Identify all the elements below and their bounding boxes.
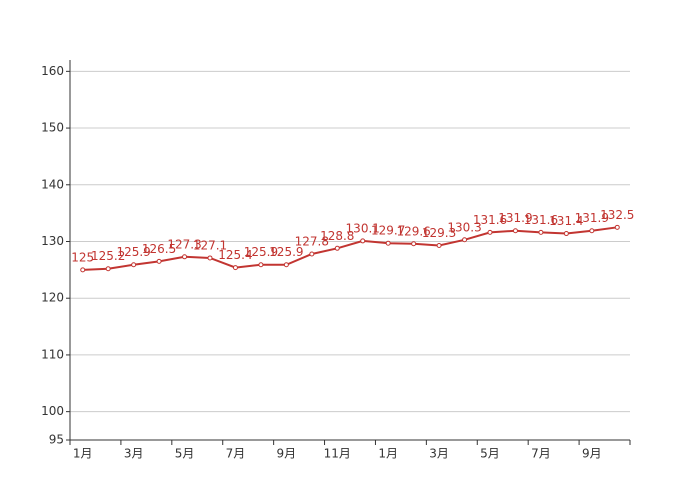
value-label: 125.4 — [218, 248, 252, 262]
value-label: 129.7 — [371, 224, 405, 238]
value-label: 128.8 — [320, 229, 354, 243]
value-label: 127.1 — [193, 238, 227, 252]
point — [258, 262, 264, 268]
value-label: 125 — [71, 250, 94, 264]
point — [614, 224, 620, 230]
value-label: 130.1 — [346, 221, 380, 235]
value-label: 125.9 — [244, 245, 278, 259]
value-label: 129.6 — [396, 224, 430, 238]
point — [462, 237, 468, 243]
value-label: 127.8 — [295, 234, 329, 248]
y-tick-label: 120 — [41, 291, 64, 305]
point — [232, 265, 238, 271]
value-label: 125.9 — [269, 245, 303, 259]
point — [283, 262, 289, 268]
value-label: 131.4 — [549, 214, 583, 228]
y-tick-label: 160 — [41, 64, 64, 78]
x-tick-label: 5月 — [175, 447, 195, 461]
value-label: 129.3 — [422, 226, 456, 240]
point — [80, 267, 86, 273]
x-tick-label: 5月 — [480, 447, 500, 461]
point — [207, 255, 213, 261]
point — [385, 240, 391, 246]
y-tick-label: 110 — [41, 347, 64, 361]
value-label: 131.6 — [473, 213, 507, 227]
value-label: 125.9 — [116, 245, 150, 259]
x-tick-label: 3月 — [429, 447, 449, 461]
value-label: 127.3 — [167, 237, 201, 251]
y-tick-label: 140 — [41, 177, 64, 191]
point — [589, 228, 595, 234]
y-tick-label: 100 — [41, 404, 64, 418]
value-label: 131.9 — [498, 211, 532, 225]
x-tick-label: 3月 — [124, 447, 144, 461]
point — [563, 231, 569, 237]
x-tick-label: 7月 — [226, 447, 246, 461]
x-tick-label: 7月 — [531, 447, 551, 461]
x-tick-label: 9月 — [277, 447, 297, 461]
value-label: 131.9 — [575, 211, 609, 225]
point — [487, 229, 493, 235]
x-tick-label: 1月 — [73, 447, 93, 461]
line — [82, 226, 618, 271]
y-tick-label: 130 — [41, 234, 64, 248]
value-label: 131.6 — [524, 213, 558, 227]
value-label: 126.5 — [142, 242, 176, 256]
point — [131, 262, 137, 268]
point — [411, 241, 417, 247]
point — [538, 229, 544, 235]
y-tick-label: 150 — [41, 121, 64, 135]
point — [512, 228, 518, 234]
value-label: 125.2 — [91, 249, 125, 263]
value-label: 132.5 — [600, 208, 634, 222]
point — [360, 238, 366, 244]
point — [156, 258, 162, 264]
point — [436, 242, 442, 248]
value-label: 130.3 — [447, 220, 481, 234]
point — [334, 245, 340, 251]
x-tick-label: 11月 — [324, 447, 351, 461]
point — [105, 266, 111, 272]
x-tick-label: 9月 — [582, 447, 602, 461]
point — [309, 251, 315, 257]
y-tick-label: 95 — [49, 433, 64, 447]
x-tick-label: 1月 — [378, 447, 398, 461]
point — [182, 254, 188, 260]
